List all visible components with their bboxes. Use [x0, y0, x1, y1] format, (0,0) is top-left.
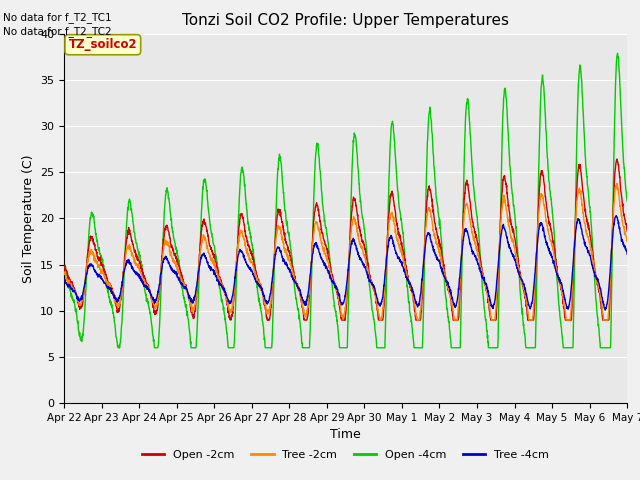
Title: Tonzi Soil CO2 Profile: Upper Temperatures: Tonzi Soil CO2 Profile: Upper Temperatur…: [182, 13, 509, 28]
Legend: Open -2cm, Tree -2cm, Open -4cm, Tree -4cm: Open -2cm, Tree -2cm, Open -4cm, Tree -4…: [138, 445, 554, 464]
Y-axis label: Soil Temperature (C): Soil Temperature (C): [22, 154, 35, 283]
X-axis label: Time: Time: [330, 429, 361, 442]
Text: No data for f_T2_TC1: No data for f_T2_TC1: [3, 12, 112, 23]
Text: TZ_soilco2: TZ_soilco2: [68, 38, 137, 51]
Text: No data for f_T2_TC2: No data for f_T2_TC2: [3, 26, 112, 37]
